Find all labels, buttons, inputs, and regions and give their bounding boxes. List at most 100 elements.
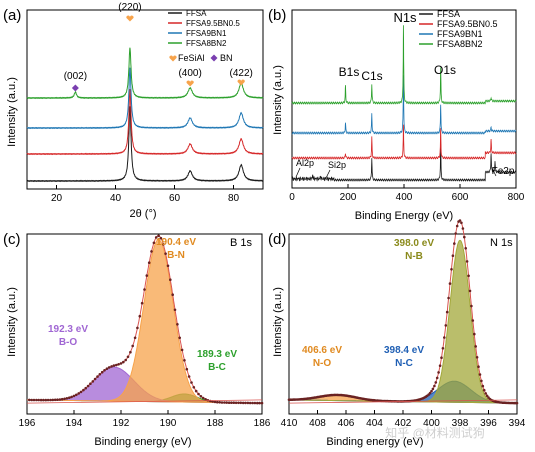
ylabel-a: Intensity (a.u.) [6, 77, 18, 147]
data-point [86, 384, 90, 388]
data-point [51, 398, 55, 402]
data-point [187, 375, 191, 378]
annotation-220: (220) [118, 2, 141, 13]
x-tick-label: 188 [207, 418, 224, 429]
data-point [244, 401, 247, 405]
panel-label-b: (b) [268, 7, 286, 24]
data-point [485, 394, 489, 398]
data-point [143, 288, 146, 291]
data-point [37, 398, 40, 402]
fesial-marker-icon [169, 55, 177, 62]
data-point [60, 397, 64, 401]
annotation-422: (422) [229, 68, 252, 79]
x-tick-label: 400 [423, 418, 440, 429]
x-tick-label: 406 [338, 418, 355, 429]
data-point [468, 289, 472, 293]
data-point [194, 389, 198, 393]
panel-a: (a) Intensity (a.u.) 2θ (°) 20 40 60 80 FFSA… [3, 2, 264, 220]
data-point [49, 398, 52, 402]
component-energy-label: 398.0 eV [394, 238, 434, 249]
data-point [447, 296, 450, 300]
component-energy-label: 190.4 eV [156, 237, 196, 248]
data-point [56, 398, 59, 402]
data-point [287, 398, 291, 402]
legend-label: FFSA9.5BN0.5 [186, 19, 240, 28]
legend-label: FFSA [186, 9, 207, 18]
data-point [471, 319, 475, 322]
component-energy-label: 398.4 eV [384, 345, 424, 356]
legend-label: FFSA9.5BN0.5 [437, 19, 498, 29]
peak-marker-400 [186, 80, 194, 87]
legend-label: FFSA9BN1 [186, 29, 227, 38]
peak-annotation: C1s [361, 69, 382, 83]
data-point [441, 347, 445, 350]
x-tick-label: 398 [452, 418, 469, 429]
data-point [234, 401, 238, 405]
series-line-FFSA8BN2 [291, 25, 517, 105]
data-point [164, 252, 167, 255]
data-point [176, 323, 179, 326]
x-tick-label: 196 [19, 418, 36, 429]
component-bond-label: B-C [208, 362, 226, 373]
data-point [241, 401, 245, 405]
series-line-FFSA9.5BN0.5 [26, 88, 264, 156]
data-point [467, 274, 470, 278]
data-point [65, 397, 69, 400]
x-tick-label: 394 [509, 418, 526, 429]
data-point [197, 392, 200, 396]
data-point [77, 392, 80, 395]
data-point [434, 381, 438, 384]
data-point [119, 362, 123, 365]
data-point [251, 401, 254, 405]
data-point [46, 398, 50, 402]
data-point [103, 369, 106, 372]
data-point [213, 400, 217, 404]
component-energy-label: 406.6 eV [302, 345, 342, 356]
legend-label: FFSA8BN2 [437, 39, 483, 49]
data-point [444, 324, 448, 327]
xlabel-d: Binding energy (eV) [326, 436, 423, 448]
data-point [220, 401, 224, 404]
data-point [30, 398, 33, 402]
data-point [145, 274, 149, 277]
data-point [96, 375, 99, 378]
plot-area-a: 20 40 60 80 FFSAFFSA9.5BN0.5FFSA9BN1FFSA8BN2… [26, 2, 264, 204]
x-tick-label: 408 [309, 418, 326, 429]
data-point [248, 401, 252, 405]
ylabel-d: Intensity (a.u.) [272, 287, 284, 357]
data-point [152, 241, 156, 245]
data-point [255, 401, 259, 405]
component-energy-label: 189.3 eV [197, 349, 237, 360]
x-tick-label: 80 [228, 193, 240, 204]
ylabel-b: Intensity (a.u.) [272, 65, 284, 135]
series-line-FFSA9.5BN0.5 [291, 124, 517, 160]
data-point [100, 370, 104, 374]
data-point [199, 395, 203, 398]
data-point [433, 384, 436, 388]
data-point [63, 397, 66, 401]
xlabel-a: 2θ (°) [129, 208, 156, 220]
data-point [28, 398, 31, 402]
data-point [70, 395, 73, 399]
data-point [107, 366, 111, 369]
data-point [204, 398, 207, 401]
x-tick-label: 200 [340, 192, 357, 203]
data-point [480, 379, 483, 383]
data-point [162, 243, 165, 246]
data-point [115, 363, 118, 367]
x-tick-label: 404 [366, 418, 383, 429]
legend-label: FFSA8BN2 [186, 39, 227, 48]
data-point [227, 401, 231, 405]
data-point [171, 293, 174, 297]
panel-d: (d) Intensity (a.u.) Binding energy (eV)… [268, 219, 526, 448]
data-point [122, 360, 125, 364]
data-point [435, 376, 439, 380]
peak-annotation: Fe2p [492, 166, 515, 177]
ylabel-c: Intensity (a.u.) [6, 287, 18, 357]
x-tick-label: 402 [395, 418, 412, 429]
data-point [117, 363, 120, 366]
data-point [91, 380, 95, 383]
component-bond-label: N-O [313, 358, 332, 369]
data-point [438, 364, 442, 368]
